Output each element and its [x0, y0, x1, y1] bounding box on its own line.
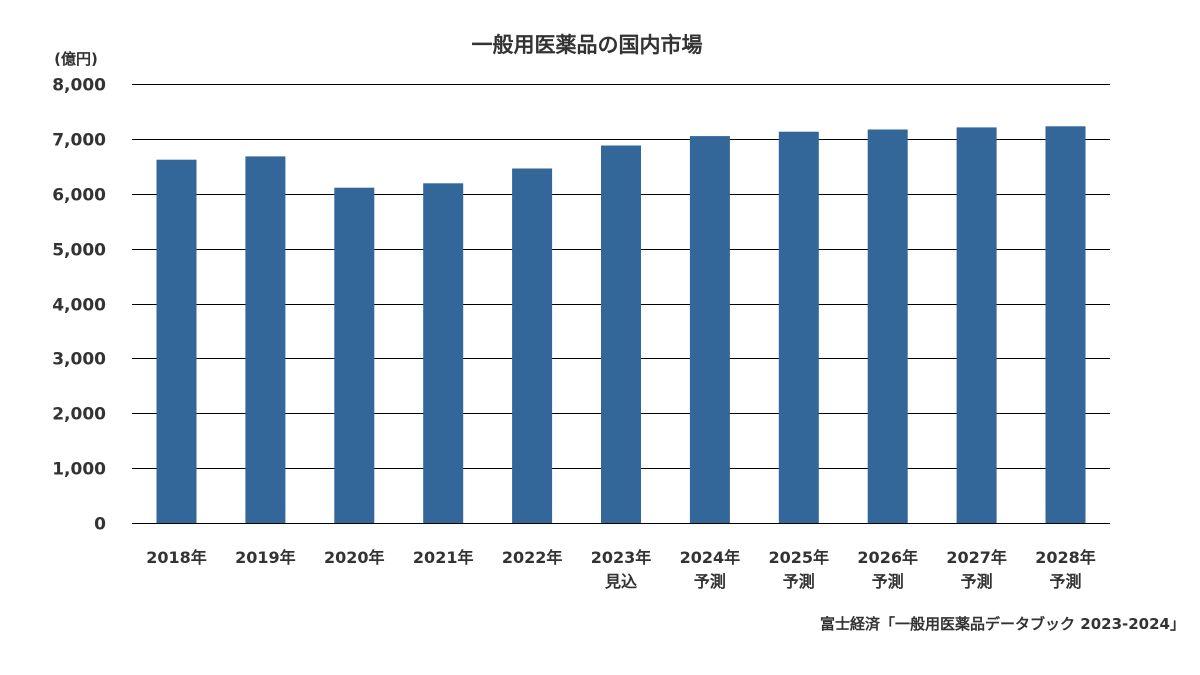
x-tick-label: 2028年 [1035, 548, 1096, 567]
y-tick-label: 7,000 [52, 131, 106, 151]
x-tick-sublabel: 予測 [872, 572, 904, 591]
y-tick-label: 2,000 [52, 405, 106, 425]
x-tick-label: 2024年 [680, 548, 741, 567]
bar [1045, 126, 1086, 524]
x-tick-label: 2018年 [146, 548, 207, 567]
y-tick-label: 4,000 [52, 296, 106, 316]
x-tick-label: 2022年 [502, 548, 563, 567]
y-tick-label: 6,000 [52, 186, 106, 206]
y-tick-label: 5,000 [52, 241, 106, 261]
x-tick-sublabel: 予測 [961, 572, 993, 591]
x-tick-label: 2027年 [946, 548, 1007, 567]
x-tick-sublabel: 予測 [783, 572, 815, 591]
x-tick-label: 2019年 [235, 548, 296, 567]
bar [334, 187, 375, 523]
y-tick-label: 0 [94, 515, 106, 535]
x-tick-label: 2021年 [413, 548, 474, 567]
x-tick-sublabel: 見込 [604, 572, 637, 591]
bar [601, 145, 641, 523]
y-tick-label: 3,000 [52, 350, 106, 370]
bar [423, 183, 464, 524]
x-tick-sublabel: 予測 [694, 572, 726, 591]
bar [512, 168, 553, 523]
x-tick-label: 2025年 [769, 548, 830, 567]
bar [156, 159, 197, 523]
bar [956, 127, 997, 524]
source-note: 富士経済「一般用医薬品データブック 2023-2024」 [820, 615, 1185, 633]
y-tick-label: 8,000 [52, 76, 106, 96]
y-tick-label: 1,000 [52, 460, 106, 480]
y-axis-unit-label: (億円) [54, 50, 98, 68]
bar [689, 136, 730, 523]
bars [156, 126, 1086, 524]
x-tick-label: 2023年 [591, 548, 652, 567]
y-axis-ticks: 0 1,000 2,000 3,000 4,000 5,000 6,000 7,000 8,00… [52, 76, 106, 535]
x-tick-sublabel: 予測 [1049, 572, 1081, 591]
bar [245, 156, 286, 523]
bar [778, 131, 819, 523]
bar [867, 129, 908, 523]
x-tick-label: 2026年 [857, 548, 918, 567]
chart-title: 一般用医薬品の国内市場 [472, 33, 703, 57]
x-tick-label: 2020年 [324, 548, 385, 567]
